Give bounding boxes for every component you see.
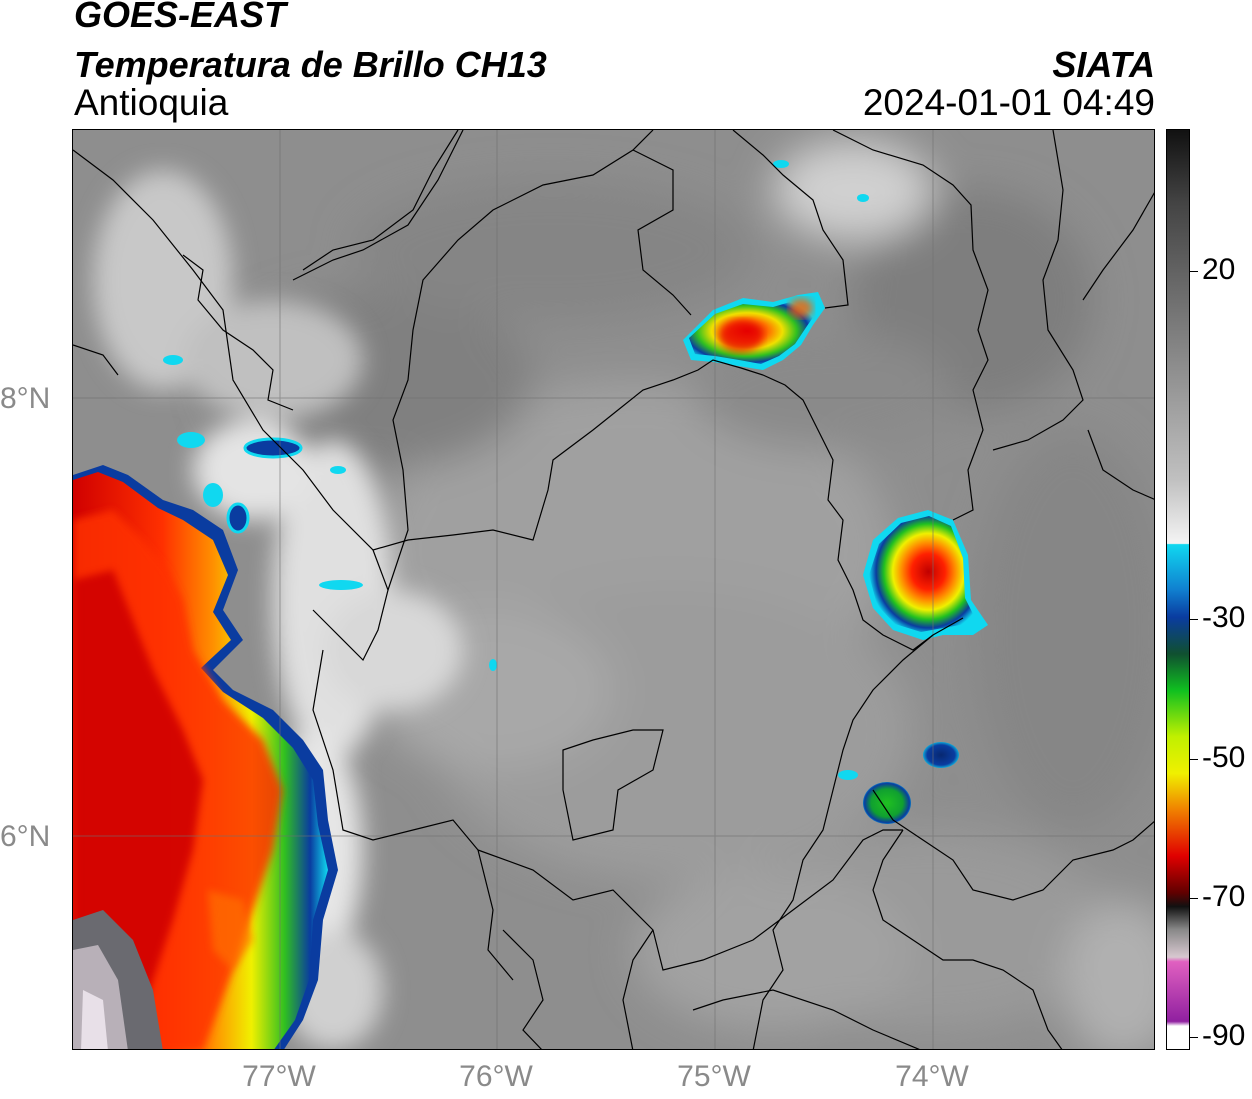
title-satellite: GOES-EAST <box>74 0 287 35</box>
lon-label-76w: 76°W <box>459 1060 533 1093</box>
colorbar-label-minus70: -70 <box>1202 880 1246 913</box>
lat-label-6n: 6°N <box>0 820 51 853</box>
political-boundaries <box>73 130 1154 1049</box>
lon-label-74w: 74°W <box>895 1060 969 1093</box>
colorbar-tick <box>1190 898 1198 899</box>
small-cloud-cells <box>163 160 869 780</box>
cloud-texture <box>213 140 1154 1049</box>
lon-label-75w: 75°W <box>677 1060 751 1093</box>
datetime-label: 2024-01-01 04:49 <box>862 82 1155 123</box>
eastern-storm <box>863 510 988 640</box>
map-canvas <box>73 130 1154 1049</box>
western-storm-system <box>73 465 338 1049</box>
lat-label-8n: 8°N <box>0 382 51 415</box>
colorbar <box>1166 129 1190 1050</box>
colorbar-label-20: 20 <box>1202 253 1236 286</box>
colorbar-label-minus90: -90 <box>1202 1019 1246 1052</box>
colorbar-label-minus50: -50 <box>1202 741 1246 774</box>
colorbar-canvas <box>1167 130 1189 1049</box>
agency-label: SIATA <box>1052 44 1155 85</box>
title-product: Temperatura de Brillo CH13 <box>74 44 547 85</box>
satellite-map[interactable] <box>72 129 1155 1050</box>
colorbar-tick <box>1190 759 1198 760</box>
lon-label-77w: 77°W <box>242 1060 316 1093</box>
colorbar-label-minus30: -30 <box>1202 601 1246 634</box>
northern-storm <box>683 292 825 370</box>
title-region: Antioquia <box>74 82 229 123</box>
colorbar-tick <box>1190 1037 1198 1038</box>
colorbar-tick <box>1190 271 1198 272</box>
colorbar-tick <box>1190 619 1198 620</box>
